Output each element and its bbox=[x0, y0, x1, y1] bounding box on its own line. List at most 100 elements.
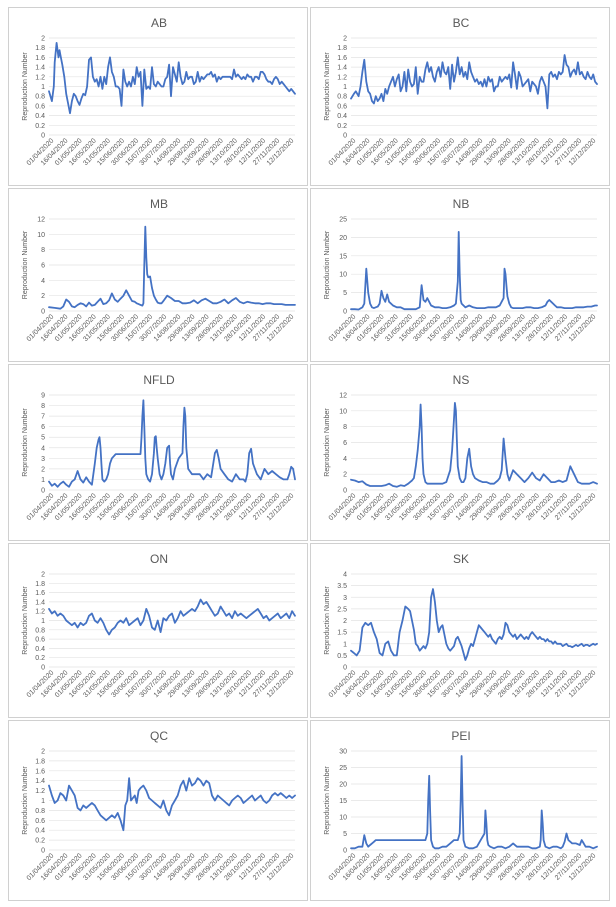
series-line bbox=[350, 588, 598, 661]
y-tick-label: 1.6 bbox=[337, 55, 347, 62]
y-tick-label: 0.8 bbox=[35, 627, 45, 634]
y-tick-label: 2.5 bbox=[337, 606, 347, 613]
y-tick-label: 1.2 bbox=[337, 74, 347, 81]
y-tick-label: 1.4 bbox=[35, 778, 45, 785]
y-axis-label: Reproduction Number bbox=[22, 586, 29, 655]
series-line bbox=[350, 231, 598, 311]
y-tick-label: 0 bbox=[343, 309, 347, 316]
y-tick-label: 10 bbox=[339, 815, 347, 822]
y-tick-label: 1.2 bbox=[35, 74, 45, 81]
y-tick-label: 0.2 bbox=[337, 123, 347, 130]
series-line bbox=[48, 598, 296, 636]
series-line bbox=[48, 777, 296, 832]
y-tick-label: 5 bbox=[41, 435, 45, 442]
series-line bbox=[48, 399, 296, 488]
y-tick-label: 20 bbox=[339, 235, 347, 242]
y-axis-label: Reproduction Number bbox=[324, 230, 331, 299]
chart-panel-nb: NB Reproduction Number 0 5 10 15 20 25 01/04/202… bbox=[310, 188, 610, 362]
chart-title: ON bbox=[150, 552, 168, 566]
chart-svg: BC Reproduction Number 0 0.2 0.4 0.6 0.8 1 1.2 1.… bbox=[324, 16, 598, 167]
y-tick-label: 0.8 bbox=[35, 94, 45, 101]
chart-svg: AB Reproduction Number 0 0.2 0.4 0.6 0.8 1 1.2 1.… bbox=[22, 16, 296, 167]
chart-title: QC bbox=[150, 729, 168, 743]
chart-panel-qc: QC Reproduction Number 0 0.2 0.4 0.6 0.8 1 1.2 1.… bbox=[8, 720, 308, 901]
y-tick-label: 5 bbox=[343, 290, 347, 297]
y-tick-label: 4 bbox=[343, 456, 347, 463]
y-tick-label: 0 bbox=[41, 309, 45, 316]
y-tick-label: 1.2 bbox=[35, 609, 45, 616]
chart-title: SK bbox=[453, 552, 469, 566]
y-tick-label: 1.5 bbox=[337, 630, 347, 637]
y-axis-label: Reproduction Number bbox=[324, 52, 331, 121]
y-tick-label: 0.6 bbox=[35, 103, 45, 110]
y-tick-label: 7 bbox=[41, 414, 45, 421]
y-tick-label: 0 bbox=[41, 665, 45, 672]
series-line bbox=[350, 755, 598, 850]
y-axis-label: Reproduction Number bbox=[22, 408, 29, 477]
y-tick-label: 1.8 bbox=[35, 45, 45, 52]
y-tick-label: 0 bbox=[41, 488, 45, 495]
y-tick-label: 1.6 bbox=[35, 768, 45, 775]
y-tick-label: 10 bbox=[37, 232, 45, 239]
y-tick-label: 0 bbox=[343, 133, 347, 140]
series-line bbox=[350, 402, 598, 488]
y-tick-label: 10 bbox=[339, 408, 347, 415]
y-tick-label: 5 bbox=[343, 831, 347, 838]
y-tick-label: 3 bbox=[343, 595, 347, 602]
y-tick-label: 15 bbox=[339, 253, 347, 260]
y-tick-label: 0 bbox=[343, 848, 347, 855]
y-tick-label: 25 bbox=[339, 217, 347, 224]
y-tick-label: 1 bbox=[343, 84, 347, 91]
y-tick-label: 0 bbox=[41, 848, 45, 855]
y-tick-label: 0.8 bbox=[35, 808, 45, 815]
chart-panel-mb: MB Reproduction Number 0 2 4 6 8 10 12 01/04/2020… bbox=[8, 188, 308, 362]
y-tick-label: 1.4 bbox=[35, 65, 45, 72]
y-tick-label: 1 bbox=[41, 84, 45, 91]
y-tick-label: 4 bbox=[343, 572, 347, 579]
chart-svg: ON Reproduction Number 0 0.2 0.4 0.6 0.8 1 1.2 1.… bbox=[22, 552, 296, 699]
series-line bbox=[350, 54, 598, 110]
chart-panel-nfld: NFLD Reproduction Number 0 1 2 3 4 5 6 7 8 9 01/04/2… bbox=[8, 364, 308, 541]
y-tick-label: 2 bbox=[41, 749, 45, 756]
chart-title: BC bbox=[453, 16, 470, 30]
y-axis-label: Reproduction Number bbox=[22, 230, 29, 299]
y-axis-label: Reproduction Number bbox=[22, 52, 29, 121]
y-tick-label: 30 bbox=[339, 749, 347, 756]
chart-title: MB bbox=[150, 197, 168, 211]
y-tick-label: 8 bbox=[41, 403, 45, 410]
chart-title: AB bbox=[151, 16, 167, 30]
y-axis-label: Reproduction Number bbox=[324, 586, 331, 655]
y-tick-label: 1 bbox=[41, 477, 45, 484]
y-tick-label: 20 bbox=[339, 782, 347, 789]
y-tick-label: 1.8 bbox=[35, 758, 45, 765]
y-tick-label: 8 bbox=[343, 424, 347, 431]
y-tick-label: 2 bbox=[41, 36, 45, 43]
y-tick-label: 2 bbox=[343, 618, 347, 625]
chart-panel-on: ON Reproduction Number 0 0.2 0.4 0.6 0.8 1 1.2 1.… bbox=[8, 543, 308, 718]
y-tick-label: 1.2 bbox=[35, 788, 45, 795]
chart-panel-pei: PEI Reproduction Number 0 5 10 15 20 25 30 01/04/… bbox=[310, 720, 610, 901]
y-tick-label: 0.2 bbox=[35, 838, 45, 845]
y-tick-label: 1.8 bbox=[337, 45, 347, 52]
chart-svg: QC Reproduction Number 0 0.2 0.4 0.6 0.8 1 1.2 1.… bbox=[22, 729, 296, 882]
y-tick-label: 0.2 bbox=[35, 655, 45, 662]
y-tick-label: 15 bbox=[339, 798, 347, 805]
y-tick-label: 1.4 bbox=[35, 599, 45, 606]
y-tick-label: 1.8 bbox=[35, 581, 45, 588]
y-axis-label: Reproduction Number bbox=[22, 766, 29, 835]
y-tick-label: 1 bbox=[41, 798, 45, 805]
y-tick-label: 0.6 bbox=[35, 637, 45, 644]
y-tick-label: 6 bbox=[343, 440, 347, 447]
y-tick-label: 0.4 bbox=[35, 828, 45, 835]
y-tick-label: 2 bbox=[343, 36, 347, 43]
chart-panel-ns: NS Reproduction Number 0 2 4 6 8 10 12 01/04/2020… bbox=[310, 364, 610, 541]
y-tick-label: 8 bbox=[41, 247, 45, 254]
y-tick-label: 10 bbox=[339, 272, 347, 279]
y-tick-label: 0 bbox=[343, 488, 347, 495]
chart-title: PEI bbox=[451, 729, 470, 743]
